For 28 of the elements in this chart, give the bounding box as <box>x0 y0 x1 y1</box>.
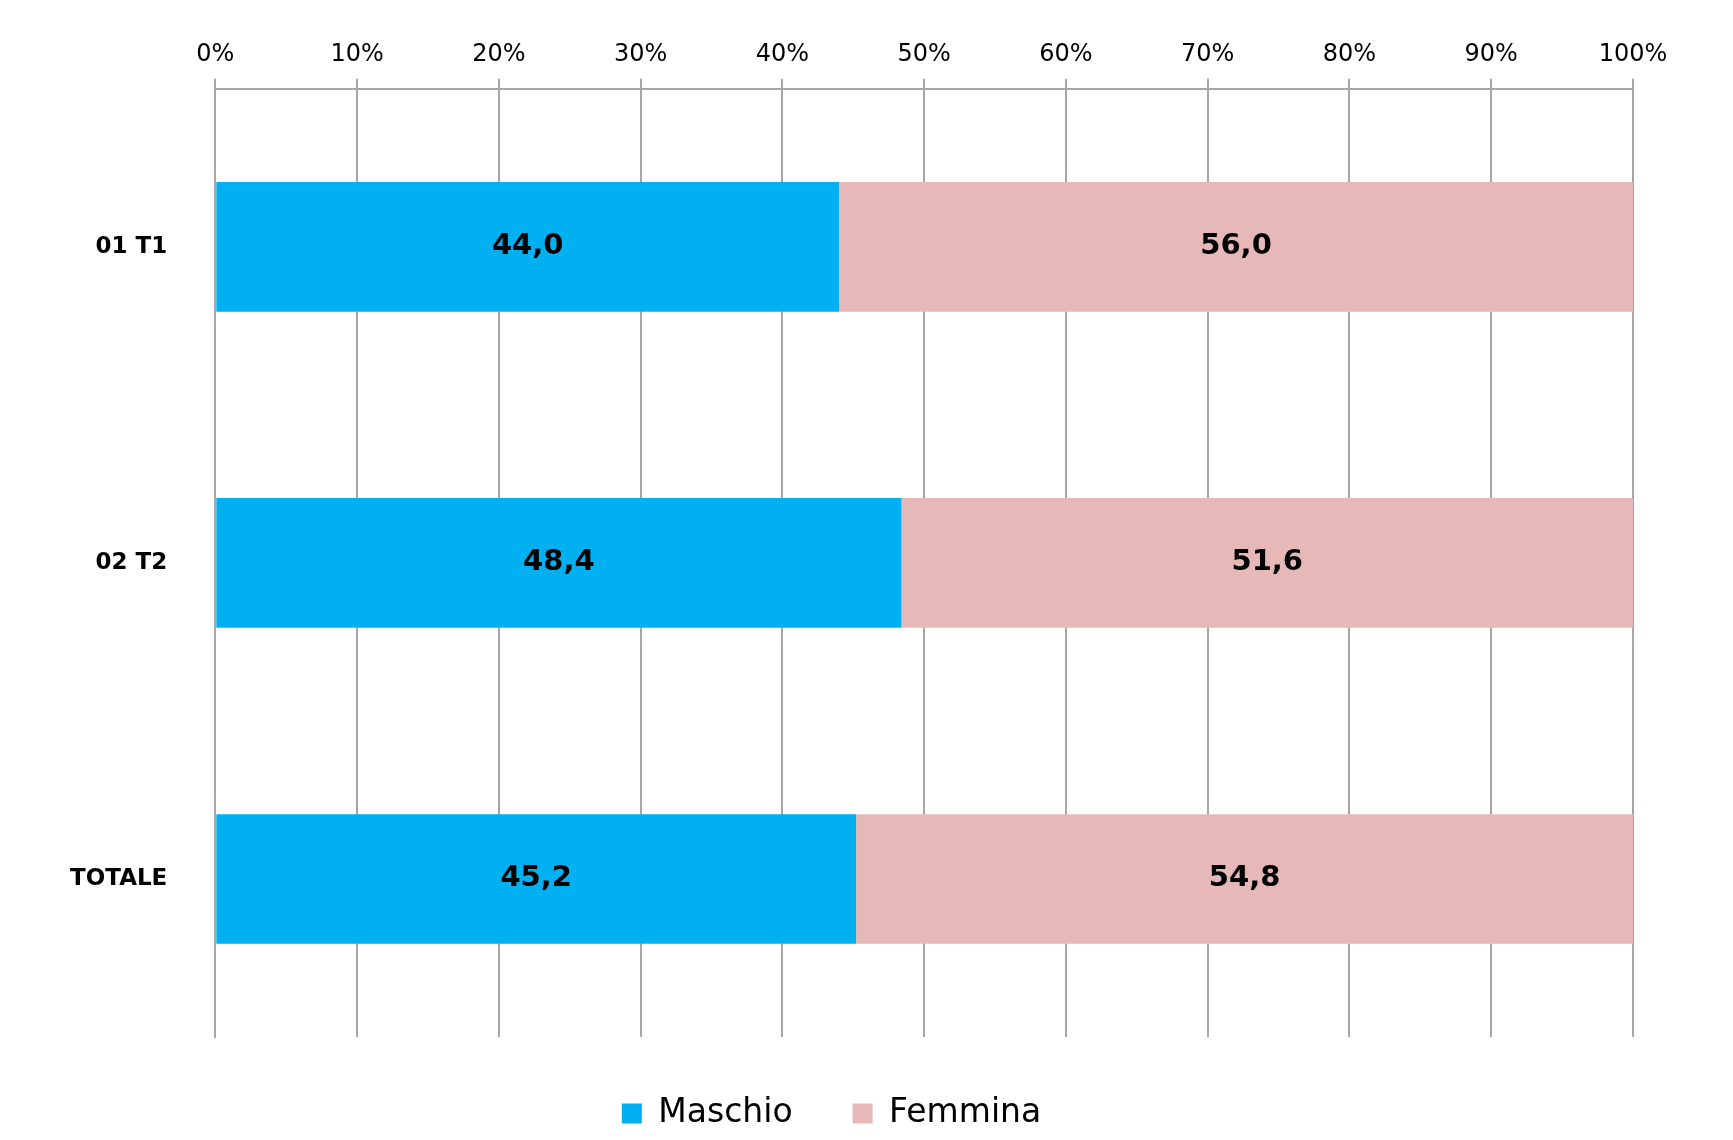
x-tick-label: 100% <box>1598 38 1668 67</box>
x-tick-label: 60% <box>1039 38 1093 67</box>
bar <box>839 182 1633 312</box>
bar <box>856 814 1633 944</box>
legend-label: Maschio <box>658 1091 793 1131</box>
x-tick-label: 30% <box>613 38 668 67</box>
data-label: 56,0 <box>1200 227 1272 262</box>
x-tick-label: 10% <box>330 38 384 67</box>
bar <box>216 182 840 312</box>
y-tick-label: 01 T1 <box>95 231 168 258</box>
x-tick-label: 50% <box>897 38 951 67</box>
data-label: 44,0 <box>491 227 564 262</box>
x-tick-label: 90% <box>1464 38 1518 67</box>
x-tick-label: 40% <box>755 38 810 67</box>
x-tick-label: 70% <box>1181 38 1235 67</box>
legend-label: Femmina <box>889 1091 1042 1131</box>
y-tick-label: 02 T2 <box>95 547 168 574</box>
x-tick-label: 0% <box>196 38 235 67</box>
bar <box>901 498 1633 628</box>
y-tick-label: TOTALE <box>70 863 168 890</box>
data-label: 48,4 <box>523 543 595 578</box>
data-label: 51,6 <box>1231 543 1304 578</box>
data-label: 54,8 <box>1208 859 1281 894</box>
bar <box>216 498 902 628</box>
x-tick-label: 20% <box>472 38 526 67</box>
x-tick-label: 80% <box>1322 38 1377 67</box>
bar <box>216 814 857 944</box>
data-label: 45,2 <box>500 859 572 894</box>
